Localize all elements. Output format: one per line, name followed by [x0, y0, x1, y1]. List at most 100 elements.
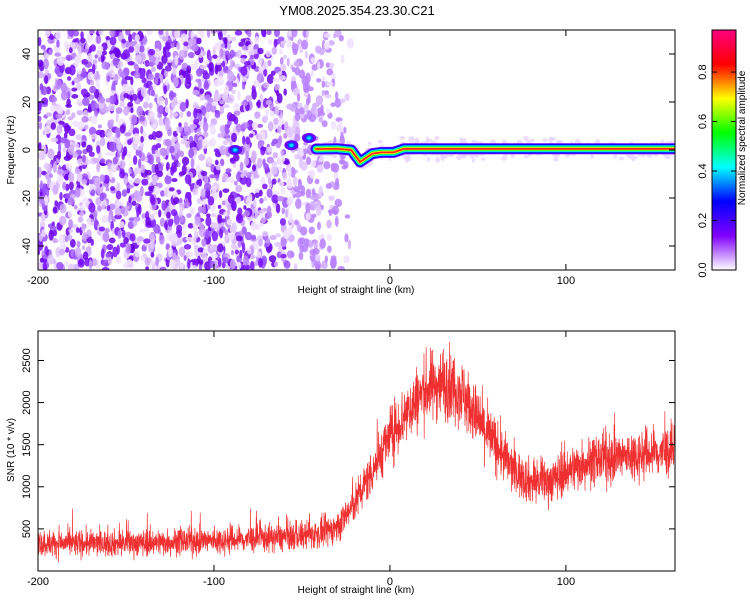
spectrogram-noise-mark	[254, 111, 261, 119]
spectrogram-noise-mark	[155, 72, 160, 78]
spectrogram-noise-mark	[54, 66, 60, 75]
spectrogram-noise-mark	[68, 128, 76, 137]
spectrogram-noise-mark	[66, 98, 72, 107]
spectrogram-noise-mark	[45, 173, 49, 179]
spectrogram-noise-mark	[158, 209, 162, 218]
spectrogram-noise-mark	[178, 246, 186, 258]
spectrogram-band-halo	[523, 154, 530, 159]
spectrogram-noise-mark	[107, 214, 112, 224]
spectrogram-noise-mark	[115, 127, 121, 139]
spectrogram-noise-mark	[192, 187, 199, 196]
spectrogram-noise-mark	[88, 259, 93, 270]
spectrogram-noise-mark	[171, 178, 178, 183]
spectrogram-noise-mark	[76, 172, 83, 183]
spectrogram-noise-mark	[257, 134, 263, 141]
spectrogram-noise-mark	[115, 190, 122, 200]
spectrogram-noise-mark	[140, 164, 146, 174]
spectrogram-noise-mark	[221, 261, 226, 269]
snr-y-tick-label: 1000	[21, 475, 33, 499]
spectrogram-noise-mark	[151, 66, 156, 73]
spectrogram-noise-mark	[187, 222, 194, 229]
spectrogram-noise-mark	[124, 132, 132, 137]
snr-series	[38, 341, 675, 563]
spectrogram-noise-mark	[190, 158, 195, 169]
spectrogram-noise-mark	[265, 50, 271, 58]
spectrogram-noise-mark	[343, 126, 347, 134]
spectrogram-noise-mark	[99, 137, 106, 147]
spectrogram-noise-mark	[211, 101, 219, 107]
spectrogram-noise-mark	[105, 186, 110, 192]
spectrogram-noise-mark	[153, 224, 161, 234]
spectrogram-noise-mark	[272, 266, 277, 270]
spectrogram-noise-mark	[303, 238, 310, 248]
spectrogram-noise-mark	[48, 35, 55, 40]
spectrogram-noise-mark	[59, 203, 67, 214]
spectrogram-noise-mark	[317, 61, 321, 70]
spectrogram-noise-mark	[55, 31, 62, 40]
spectrogram-noise-mark	[340, 54, 345, 64]
spectrogram-noise-mark	[52, 237, 57, 244]
spectrogram-noise-mark	[243, 156, 250, 166]
spectrogram-noise-mark	[143, 238, 151, 244]
spectrogram-noise-mark	[194, 216, 201, 226]
spectrogram-noise-mark	[183, 255, 187, 261]
spectrogram-noise-mark	[321, 89, 325, 97]
spectrogram-noise-mark	[124, 205, 130, 210]
spectrogram-noise-mark	[133, 190, 142, 200]
spectrogram-noise-mark	[128, 33, 133, 43]
spectrogram-noise-mark	[230, 202, 237, 209]
spectrogram-noise-mark	[279, 48, 283, 55]
spectrogram-noise-mark	[213, 148, 220, 153]
spectrogram-noise-mark	[201, 138, 209, 149]
spectrogram-noise-mark	[311, 64, 318, 71]
spectrogram-noise-mark	[320, 104, 324, 114]
spectrogram-blob-core	[233, 148, 238, 152]
spectrogram-noise-mark	[50, 122, 57, 130]
spectrogram-noise-mark	[346, 37, 354, 49]
spectrogram-y-axis-label: Frequency (Hz)	[6, 116, 17, 185]
spectrogram-noise-mark	[196, 198, 202, 205]
colorbar-tick-label: 0.6	[697, 114, 709, 129]
spectrogram-noise-mark	[172, 197, 180, 205]
spectrogram-noise-mark	[287, 196, 294, 204]
spectrogram-noise-mark	[178, 122, 182, 127]
spectrogram-noise-mark	[157, 161, 162, 169]
spectrogram-noise-mark	[271, 46, 278, 55]
spectrogram-band-halo	[548, 136, 554, 143]
spectrogram-noise-mark	[119, 242, 127, 248]
spectrogram-noise-mark	[316, 78, 322, 83]
spectrogram-noise-mark	[226, 112, 233, 122]
spectrogram-noise-mark	[165, 30, 169, 37]
spectrogram-noise-mark	[272, 78, 280, 83]
spectrogram-noise-mark	[271, 178, 277, 185]
spectrogram-noise-mark	[95, 35, 102, 45]
spectrogram-noise-mark	[265, 109, 270, 117]
spectrogram-noise-mark	[194, 58, 199, 69]
spectrogram-noise-mark	[230, 36, 237, 42]
spectrogram-noise-mark	[197, 247, 204, 253]
spectrogram-noise-mark	[214, 93, 222, 102]
spectrogram-noise-mark	[144, 191, 151, 196]
spectrogram-noise-mark	[259, 93, 264, 104]
spectrogram-noise-mark	[253, 79, 260, 88]
colorbar-gradient	[711, 29, 737, 271]
spectrogram-noise-mark	[161, 54, 168, 64]
spectrogram-noise-mark	[42, 262, 48, 270]
spectrogram-noise-mark	[266, 146, 273, 153]
spectrogram-noise-mark	[111, 53, 116, 59]
spectrogram-noise-mark	[127, 221, 135, 230]
spectrogram-noise-mark	[165, 161, 170, 172]
spectrogram-noise-mark	[115, 111, 119, 123]
spectrogram-noise-mark	[235, 235, 243, 242]
spectrogram-noise-mark	[211, 213, 217, 218]
spectrogram-noise-mark	[246, 119, 254, 131]
spectrogram-noise-mark	[76, 240, 81, 248]
spectrogram-noise-mark	[235, 213, 244, 224]
spectrogram-noise-mark	[202, 121, 209, 132]
spectrogram-noise-mark	[86, 144, 93, 153]
spectrogram-noise-mark	[262, 183, 268, 190]
spectrogram-noise-mark	[277, 71, 283, 76]
spectrogram-noise-mark	[202, 205, 207, 214]
spectrogram-noise-mark	[325, 62, 331, 68]
